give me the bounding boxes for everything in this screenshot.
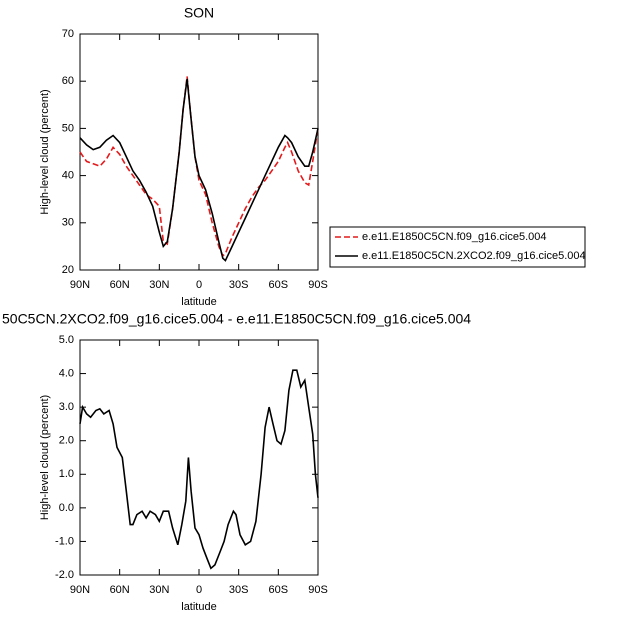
x-tick-label: 90N (70, 584, 90, 596)
plot-frame (79, 33, 319, 271)
y-axis-label: High-level cloud (percent) (39, 89, 51, 214)
x-axis-label: latitude (181, 296, 216, 308)
chart-title: SON (184, 5, 214, 21)
legend-label: e.e11.E1850C5CN.2XCO2.f09_g16.cice5.004 (362, 250, 586, 262)
x-tick-label: 0 (196, 584, 202, 596)
x-tick-label: 30S (229, 279, 249, 291)
x-tick-label: 30N (149, 584, 169, 596)
y-tick-label: 70 (62, 28, 74, 40)
y-tick-label: 4.0 (59, 367, 74, 379)
x-tick-label: 90N (70, 279, 90, 291)
line (79, 76, 319, 258)
x-axis-label: latitude (181, 601, 216, 613)
y-tick-label: 0.0 (59, 502, 74, 514)
y-tick-label: 60 (62, 75, 74, 87)
line (79, 78, 319, 262)
line (79, 369, 319, 570)
y-tick-label: 3.0 (59, 401, 74, 413)
y-tick-label: 50 (62, 122, 74, 134)
y-tick-label: 1.0 (59, 468, 74, 480)
legend-label: e.e11.E1850C5CN.f09_g16.cice5.004 (362, 231, 547, 243)
x-tick-label: 60S (269, 279, 289, 291)
y-tick-label: 5.0 (59, 334, 74, 346)
plot-frame (79, 339, 319, 576)
y-axis-label: High-level cloud (percent) (39, 395, 51, 520)
x-tick-label: 30S (229, 584, 249, 596)
chart-title: 50C5CN.2XCO2.f09_g16.cice5.004 - e.e11.E… (2, 311, 471, 327)
x-tick-label: 60N (110, 584, 130, 596)
y-tick-label: -2.0 (55, 569, 74, 581)
x-tick-label: 30N (149, 279, 169, 291)
legend-box (329, 226, 586, 268)
y-tick-label: 40 (62, 170, 74, 182)
x-tick-label: 90S (308, 279, 328, 291)
y-tick-label: 20 (62, 264, 74, 276)
x-tick-label: 0 (196, 279, 202, 291)
y-tick-label: 30 (62, 217, 74, 229)
x-tick-label: 60S (269, 584, 289, 596)
y-tick-label: 2.0 (59, 435, 74, 447)
x-tick-label: 60N (110, 279, 130, 291)
x-tick-label: 90S (308, 584, 328, 596)
y-tick-label: -1.0 (55, 535, 74, 547)
